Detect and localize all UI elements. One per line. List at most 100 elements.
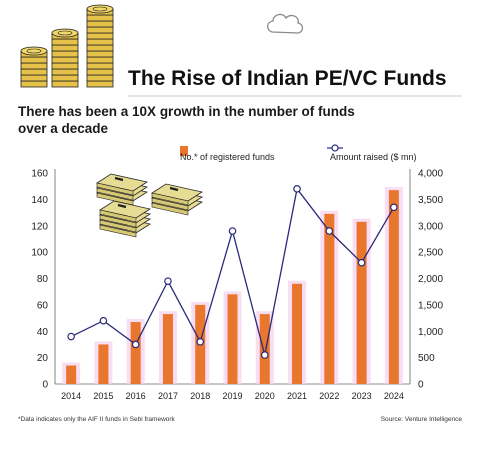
coin: [51, 68, 79, 76]
coin: [86, 56, 114, 64]
cash-bundle-side: [99, 224, 137, 238]
y-left-tick-label: 100: [31, 248, 48, 259]
legend-bar-label: No.* of registered funds: [180, 152, 275, 162]
coin: [20, 80, 48, 88]
coin-stack: [20, 46, 48, 88]
bar: [388, 190, 399, 384]
x-tick-label: 2021: [287, 391, 307, 401]
coin: [20, 62, 48, 70]
coin-stack: [51, 28, 79, 88]
legend-line-label: Amount raised ($ mn): [330, 152, 417, 162]
cash-bundle-side: [99, 214, 137, 228]
y-right-tick-label: 3,000: [418, 221, 443, 232]
y-left-tick-label: 0: [42, 380, 48, 391]
line-point: [196, 337, 205, 346]
x-tick-label: 2023: [352, 391, 372, 401]
line-point: [164, 277, 172, 285]
y-left-tick-label: 40: [37, 327, 49, 338]
coin-top: [20, 46, 48, 56]
coin-emboss: [57, 30, 73, 36]
coin: [86, 20, 114, 28]
coin-stack: [86, 4, 114, 88]
page-title: The Rise of Indian PE/VC Funds: [128, 67, 447, 90]
coin: [51, 56, 79, 64]
line-point: [228, 227, 237, 235]
cash-bundle-side: [99, 219, 137, 233]
x-tick-label: 2017: [158, 391, 178, 401]
coin: [86, 68, 114, 76]
bar: [66, 365, 77, 384]
coin-stack-icon: [20, 4, 114, 88]
y-right-tick-label: 1,000: [418, 327, 443, 338]
line-point: [131, 340, 140, 349]
y-left-tick-label: 60: [37, 300, 49, 311]
coin: [86, 62, 114, 70]
y-right-tick-label: 4,000: [418, 169, 443, 180]
cash-bundle-side: [96, 182, 134, 196]
line-point: [325, 227, 334, 235]
coin-emboss: [26, 48, 42, 54]
x-tick-label: 2019: [222, 391, 242, 401]
coin: [51, 74, 79, 82]
y-left-tick-label: 20: [37, 353, 49, 364]
y-left-tick-label: 140: [31, 195, 48, 206]
legend: No.* of registered funds Amount raised (…: [180, 144, 417, 162]
bar: [292, 283, 303, 384]
x-tick-label: 2014: [61, 391, 81, 401]
cash-bundle-side: [151, 197, 189, 211]
cash-bundle-side: [151, 192, 189, 206]
coin: [20, 68, 48, 76]
cash-pile: [98, 200, 152, 238]
coin: [86, 38, 114, 46]
y-right-tick-label: 3,500: [418, 195, 443, 206]
chart-area: 0 20 40 60 80 100 120 140 160 0 500 1,000 1,500 2,000…: [31, 169, 443, 402]
bar: [259, 314, 270, 384]
subtitle-line-2: over a decade: [18, 121, 109, 136]
coin: [51, 62, 79, 70]
cash-bundle-side: [96, 187, 134, 201]
coin: [86, 74, 114, 82]
cash-pile: [150, 183, 204, 216]
coin: [86, 50, 114, 58]
line-point: [260, 351, 269, 359]
coin: [20, 56, 48, 64]
line-point: [99, 316, 108, 325]
coin-top: [86, 4, 114, 14]
bar: [162, 314, 173, 384]
y-left-tick-label: 160: [31, 169, 48, 180]
coin: [86, 80, 114, 88]
legend-line-marker: [331, 144, 339, 152]
y-left-tick-label: 120: [31, 221, 48, 232]
y-right-tick-label: 500: [418, 353, 435, 364]
cash-bundle-side: [99, 209, 137, 223]
bar: [227, 294, 238, 384]
x-tick-label: 2018: [190, 391, 210, 401]
footnote: *Data indicates only the AIF II funds in…: [18, 416, 176, 423]
coin: [86, 26, 114, 34]
x-tick-label: 2024: [384, 391, 404, 401]
source: Source: Venture Intelligence: [381, 416, 463, 423]
y-right-tick-label: 1,500: [418, 300, 443, 311]
cash-band: [169, 186, 179, 192]
line-point: [357, 258, 366, 267]
legend-bar-swatch: [180, 146, 188, 156]
line-point: [390, 203, 398, 212]
line-point: [293, 185, 301, 193]
cloud-icon: [266, 13, 304, 34]
subtitle: There has been a 10X growth in the numbe…: [18, 104, 359, 136]
cash-bundle-side: [151, 202, 189, 216]
subtitle-line-1: There has been a 10X growth in the numbe…: [18, 104, 355, 119]
coin: [86, 32, 114, 40]
y-right-tick-label: 0: [418, 380, 424, 391]
y-left-tick-label: 80: [37, 274, 49, 285]
x-tick-label: 2022: [319, 391, 339, 401]
coin: [86, 14, 114, 22]
coin: [86, 44, 114, 52]
coin: [51, 50, 79, 58]
coin: [51, 80, 79, 88]
x-tick-label: 2020: [255, 391, 275, 401]
bar: [356, 221, 367, 384]
x-tick-label: 2015: [93, 391, 113, 401]
coin: [20, 74, 48, 82]
